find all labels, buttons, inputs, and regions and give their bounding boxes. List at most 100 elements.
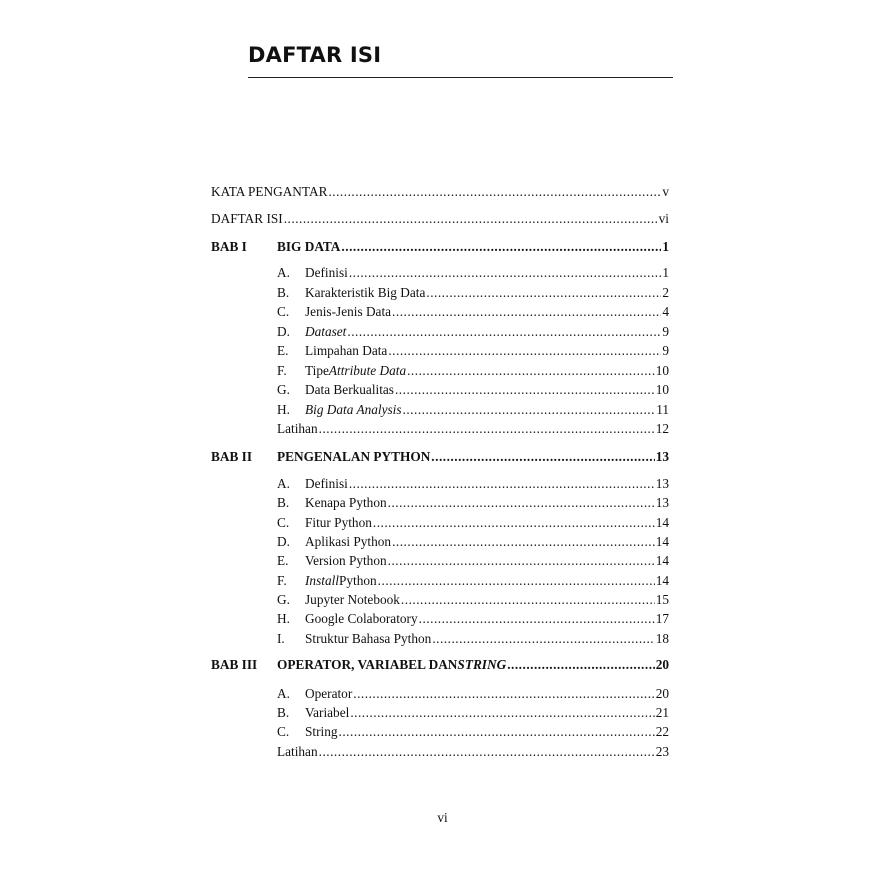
toc-entry[interactable]: A. Definisi 13	[277, 476, 669, 492]
toc-entry[interactable]: G. Data Berkualitas 10	[277, 382, 669, 398]
entry-title: Limpahan Data	[305, 343, 388, 358]
entry-title: Kenapa Python	[305, 495, 387, 510]
entry-page-number: 14	[655, 515, 669, 530]
toc-entry[interactable]: B. Karakteristik Big Data 2	[277, 285, 669, 301]
dot-leader	[319, 421, 655, 437]
dot-leader	[431, 449, 654, 465]
toc-entry[interactable]: BAB I BIG DATA 1	[211, 239, 669, 255]
dot-leader	[426, 285, 661, 301]
entry-title: Definisi	[305, 265, 348, 280]
dot-leader	[350, 705, 654, 721]
entry-title: Latihan	[277, 744, 318, 759]
dot-leader	[353, 686, 654, 702]
entry-page-number: v	[662, 184, 669, 199]
toc-entry[interactable]: BAB III OPERATOR, VARIABEL DAN STRING 20	[211, 657, 669, 673]
section-letter: E.	[277, 343, 289, 358]
dot-leader	[319, 744, 655, 760]
entry-page-number: 9	[662, 343, 669, 358]
toc-entry[interactable]: B. Kenapa Python 13	[277, 495, 669, 511]
section-letter: D.	[277, 534, 290, 549]
toc-entry[interactable]: D. Dataset 9	[277, 324, 669, 340]
dot-leader	[507, 657, 655, 673]
entry-page-number: 14	[655, 534, 669, 549]
dot-leader	[349, 265, 662, 281]
toc-entry[interactable]: B. Variabel 21	[277, 705, 669, 721]
section-letter: B.	[277, 495, 290, 510]
toc-entry[interactable]: Latihan 12	[277, 421, 669, 437]
entry-title: BIG DATA	[277, 239, 341, 254]
section-letter: A.	[277, 476, 290, 491]
toc-entry[interactable]: G. Jupyter Notebook 15	[277, 592, 669, 608]
entry-title: Variabel	[305, 705, 350, 720]
entry-page-number: 15	[655, 592, 669, 607]
toc-entry[interactable]: C. Jenis-Jenis Data 4	[277, 304, 669, 320]
section-letter: H.	[277, 611, 290, 626]
toc-entry[interactable]: F. Install Python 14	[277, 573, 669, 589]
section-letter: E.	[277, 553, 289, 568]
section-letter: C.	[277, 515, 290, 530]
toc-entry[interactable]: C. String 22	[277, 724, 669, 740]
entry-page-number: 22	[655, 724, 669, 739]
toc-entry[interactable]: D. Aplikasi Python 14	[277, 534, 669, 550]
section-letter: C.	[277, 304, 290, 319]
entry-title: Definisi	[305, 476, 348, 491]
toc-entry[interactable]: BAB II PENGENALAN PYTHON 13	[211, 449, 669, 465]
title-underline	[248, 77, 673, 78]
entry-page-number: 13	[655, 495, 669, 510]
entry-title: Dataset	[305, 324, 347, 339]
entry-page-number: 20	[655, 657, 669, 672]
section-letter: B.	[277, 285, 290, 300]
dot-leader	[328, 184, 661, 200]
entry-page-number: 21	[655, 705, 669, 720]
section-letter: A.	[277, 265, 290, 280]
entry-page-number: 9	[662, 324, 669, 339]
dot-leader	[388, 495, 655, 511]
entry-title: OPERATOR, VARIABEL DAN	[277, 657, 458, 672]
entry-page-number: 20	[655, 686, 669, 701]
toc-entry[interactable]: Latihan 23	[277, 744, 669, 760]
entry-page-number: 14	[655, 573, 669, 588]
toc-entry[interactable]: E. Version Python 14	[277, 553, 669, 569]
dot-leader	[403, 402, 656, 418]
toc-entry[interactable]: A. Operator 20	[277, 686, 669, 702]
dot-leader	[378, 573, 655, 589]
entry-title: Struktur Bahasa Python	[305, 631, 432, 646]
dot-leader	[401, 592, 655, 608]
entry-title: Data Berkualitas	[305, 382, 394, 397]
dot-leader	[392, 304, 661, 320]
entry-page-number: 10	[655, 363, 669, 378]
entry-title: Version Python	[305, 553, 387, 568]
chapter-label: BAB I	[211, 239, 247, 254]
entry-title: STRING	[457, 657, 507, 672]
entry-page-number: vi	[658, 211, 669, 226]
entry-title: DAFTAR ISI	[211, 211, 283, 226]
entry-title: Jenis-Jenis Data	[305, 304, 392, 319]
dot-leader	[339, 724, 655, 740]
dot-leader	[432, 631, 654, 647]
entry-page-number: 11	[656, 402, 669, 417]
dot-leader	[392, 534, 655, 550]
toc-entry[interactable]: H. Google Colaboratory 17	[277, 611, 669, 627]
toc-entry[interactable]: C. Fitur Python 14	[277, 515, 669, 531]
toc-entry[interactable]: E. Limpahan Data 9	[277, 343, 669, 359]
entry-title: Attribute Data	[328, 363, 407, 378]
entry-page-number: 1	[662, 265, 669, 280]
entry-title: Python	[338, 573, 377, 588]
section-letter: G.	[277, 382, 290, 397]
entry-page-number: 4	[662, 304, 669, 319]
dot-leader	[395, 382, 655, 398]
entry-title: Karakteristik Big Data	[305, 285, 426, 300]
toc-entry[interactable]: DAFTAR ISI vi	[211, 211, 669, 227]
page-title: DAFTAR ISI	[248, 43, 382, 67]
section-letter: A.	[277, 686, 290, 701]
toc-entry[interactable]: F. Tipe Attribute Data 10	[277, 363, 669, 379]
chapter-label: BAB III	[211, 657, 258, 672]
entry-title: Fitur Python	[305, 515, 372, 530]
entry-page-number: 1	[662, 239, 669, 254]
section-letter: G.	[277, 592, 290, 607]
entry-page-number: 13	[655, 449, 669, 464]
toc-entry[interactable]: KATA PENGANTAR v	[211, 184, 669, 200]
toc-entry[interactable]: I. Struktur Bahasa Python 18	[277, 631, 669, 647]
toc-entry[interactable]: A. Definisi 1	[277, 265, 669, 281]
toc-entry[interactable]: H. Big Data Analysis 11	[277, 402, 669, 418]
